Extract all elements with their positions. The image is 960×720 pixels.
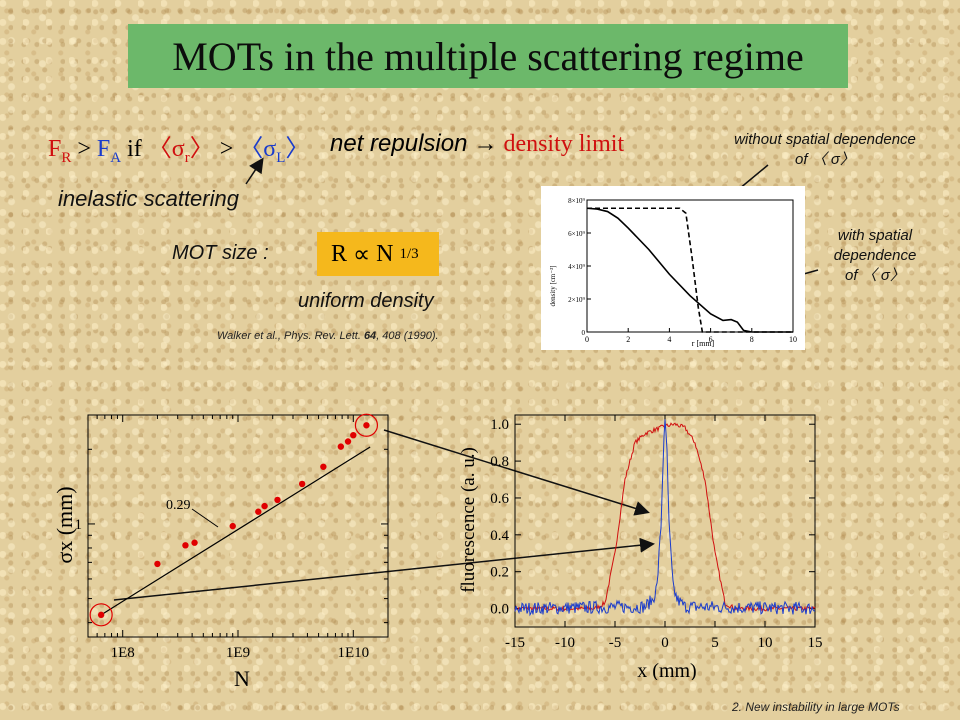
density-y-tick-label: 6×10⁹ (568, 230, 585, 238)
density-x-tick-label: 6 (709, 335, 713, 344)
mot-formula-prop: ∝ (353, 241, 371, 268)
scatter-x-tick-label: 1E8 (111, 645, 135, 661)
density-x-tick-label: 8 (750, 335, 754, 344)
mot-formula-n: N (376, 240, 394, 267)
net-repulsion-text: net repulsion (330, 130, 468, 157)
footer-note: 2. New instability in large MOTs (732, 700, 900, 714)
gt-symbol: > (77, 136, 91, 162)
scatter-point (191, 539, 198, 546)
fluorescence-chart: fluorescence (a. u.) x (mm) -15 -10 -5 0 5 10… (458, 414, 823, 680)
fluor-y-tick-label: 0.2 (490, 565, 509, 581)
fluor-y-tick-label: 0.6 (490, 491, 509, 507)
density-plot-frame (586, 199, 794, 333)
slope-label: 0.29 (166, 498, 191, 513)
fluor-x-tick-label: 5 (711, 635, 719, 651)
density-limit-text: density limit (503, 131, 625, 157)
density-x-tick-label: 2 (626, 335, 630, 344)
density-y-tick-label: 0 (582, 329, 586, 337)
scatter-point (154, 560, 161, 568)
density-y-tick-label: 2×10⁹ (568, 296, 585, 304)
scatter-point (363, 422, 370, 429)
density-x-tick-label: 0 (585, 335, 589, 344)
slope-pointer (191, 508, 219, 528)
fluor-series-blue (514, 419, 816, 617)
sigma-vs-n-chart: σx (mm) N 0.29 1E8 1E9 1E10 1 (52, 413, 389, 691)
fluor-x-tick-label: 15 (808, 635, 823, 651)
fluor-y-tick-label: 0.0 (490, 602, 509, 618)
gt-symbol-2: > (219, 136, 234, 162)
density-series-solid (586, 207, 793, 333)
fluor-x-tick-label: -5 (609, 635, 622, 651)
fluor-x-tick-label: -10 (555, 635, 575, 651)
scatter-point (255, 508, 262, 515)
fluor-y-tick-label: 0.8 (490, 454, 509, 470)
scatter-point (274, 496, 281, 504)
reference-citation: Walker et al., Phys. Rev. Lett. 64, 408 … (217, 330, 439, 342)
mot-size-label: MOT size : (172, 242, 269, 264)
fluor-y-label: fluorescence (a. u.) (458, 447, 479, 593)
fluor-x-tick-label: 10 (758, 635, 773, 651)
fluor-series-red (514, 422, 816, 613)
density-series-dashed (587, 207, 793, 333)
without-spatial-annotation: without spatial dependence of 〈 σ〉 (734, 131, 916, 168)
scatter-point (344, 438, 352, 445)
scatter-y-tick-label: 1 (75, 517, 83, 533)
fluor-x-label: x (mm) (637, 660, 696, 680)
scatter-point (298, 480, 306, 488)
fluor-x-tick-label: 0 (661, 635, 669, 651)
highlight-circle-last (354, 413, 379, 437)
force-a: FA (96, 136, 122, 166)
highlight-circle-first (89, 603, 113, 627)
density-x-label: r [mm] (692, 339, 715, 348)
scatter-x-tick-label: 1E9 (226, 645, 250, 661)
scatter-point (182, 542, 189, 549)
net-repulsion-line: net repulsion → density limit (330, 130, 624, 158)
fluor-x-tick-label: -15 (505, 635, 525, 651)
scatter-x-tick-label: 1E10 (337, 645, 369, 661)
mot-formula-r: R (331, 240, 348, 267)
title-banner: MOTs in the multiple scattering regime (128, 24, 848, 88)
density-x-tick-label: 10 (789, 335, 797, 344)
arrow-symbol: → (473, 131, 498, 157)
force-r: FR (48, 136, 72, 166)
scatter-x-label: N (234, 666, 250, 691)
scatter-point (97, 611, 105, 619)
scatter-point (229, 522, 236, 530)
slide-title: MOTs in the multiple scattering regime (172, 33, 804, 79)
density-y-tick-label: 4×10⁹ (568, 263, 585, 271)
inelastic-scattering-label: inelastic scattering (58, 186, 239, 211)
bottom-point-arrow (113, 537, 655, 601)
mot-size-box: R ∝ N 1/3 (317, 232, 439, 276)
scatter-point (337, 443, 345, 450)
density-y-label: density [cm⁻³] (549, 266, 557, 307)
fluor-y-tick-label: 1.0 (490, 417, 509, 433)
density-y-tick-label: 8×10⁹ (568, 197, 585, 205)
inelastic-arrow (245, 157, 264, 185)
scatter-point (261, 502, 268, 510)
density-x-tick-label: 4 (667, 335, 671, 344)
fluor-y-tick-label: 0.4 (490, 528, 509, 544)
scatter-point (320, 463, 327, 470)
mot-formula-exp: 1/3 (399, 245, 419, 262)
with-spatial-annotation: with spatial dependence of 〈 σ〉 (833, 227, 917, 284)
scatter-y-label: σx (mm) (52, 486, 77, 563)
force-inequality: FR > FA if 〈σr〉 > 〈σL〉 (48, 128, 309, 167)
density-chart: density [cm⁻³] r [mm] 0 2 4 6 8 10 0 2×10⁹ 4×10⁹… (541, 186, 805, 350)
uniform-density-label: uniform density (298, 290, 434, 312)
fluor-plot-frame (514, 414, 816, 628)
if-word: if (127, 136, 142, 162)
scatter-point (350, 431, 357, 439)
sigma-r: 〈σr〉 (147, 136, 214, 166)
scatter-fit-line (100, 446, 371, 616)
